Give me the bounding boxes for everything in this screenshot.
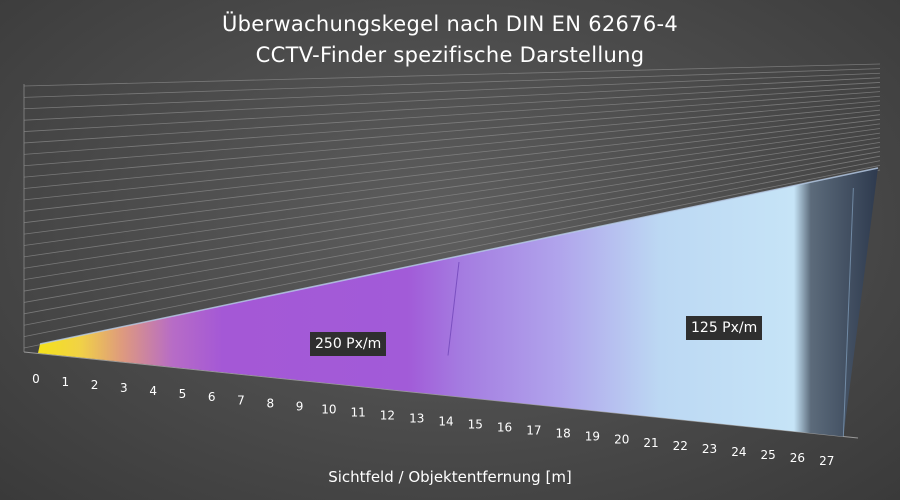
gridline <box>23 86 881 144</box>
x-tick-label: 14 <box>438 415 453 429</box>
gridline <box>23 118 881 224</box>
gridline <box>23 151 881 303</box>
chart-subtitle: CCTV-Finder spezifische Darstellung <box>255 43 645 67</box>
x-tick-label: 3 <box>120 381 128 395</box>
x-tick-label: 13 <box>409 411 424 425</box>
grid-lines <box>23 63 881 439</box>
gridline <box>23 109 881 201</box>
gridline <box>23 100 881 178</box>
cone-top-edge <box>39 167 879 345</box>
cone-layer <box>38 167 879 437</box>
x-axis-label: Sichtfeld / Objektentfernung [m] <box>328 468 572 486</box>
gridline <box>23 82 881 132</box>
gridline <box>23 123 881 235</box>
x-tick-label: 2 <box>91 378 99 392</box>
gridline <box>23 146 881 292</box>
x-tick-label: 24 <box>731 445 746 459</box>
chart-title: Überwachungskegel nach DIN EN 62676-4 <box>221 12 679 36</box>
gridline <box>23 141 881 281</box>
gridline <box>23 164 881 338</box>
x-tick-label: 27 <box>819 454 834 468</box>
gridline <box>23 72 881 110</box>
x-axis-line <box>23 351 859 439</box>
x-tick-label: 12 <box>380 408 395 422</box>
x-tick-label: 10 <box>321 402 336 416</box>
cone-area <box>38 168 878 437</box>
x-tick-label: 23 <box>702 442 717 456</box>
zone-label-125: 125 Px/m <box>686 316 763 340</box>
x-tick-label: 8 <box>266 396 274 410</box>
x-tick-label: 1 <box>61 375 69 389</box>
x-tick-label: 17 <box>526 424 541 438</box>
x-tick-label: 11 <box>351 405 366 419</box>
gridline <box>23 68 881 98</box>
zone-boundary <box>447 261 460 356</box>
x-tick-label: 4 <box>149 384 157 398</box>
x-tick-label: 15 <box>468 418 483 432</box>
x-tick-label: 18 <box>556 427 571 441</box>
gridline <box>23 155 881 315</box>
x-tick-label: 7 <box>237 393 245 407</box>
gridline <box>23 77 881 121</box>
x-tick-labels: 0 1 2 3 4 5 6 7 8 9 10 11 12 13 14 15 16 17 18 19 20 21 22 23 24… <box>32 372 834 468</box>
x-tick-label: 25 <box>761 448 776 462</box>
gridline <box>23 137 881 269</box>
x-tick-label: 26 <box>790 451 805 465</box>
x-tick-label: 0 <box>32 372 40 386</box>
gridline <box>23 128 881 246</box>
x-tick-label: 21 <box>643 436 658 450</box>
gridline <box>23 63 881 87</box>
gridline <box>23 114 881 212</box>
zone-label-250: 250 Px/m <box>310 332 387 356</box>
gridline <box>23 91 881 155</box>
gridline <box>23 95 881 167</box>
x-tick-label: 9 <box>296 399 304 413</box>
x-tick-label: 22 <box>673 439 688 453</box>
x-tick-label: 19 <box>585 430 600 444</box>
x-tick-label: 6 <box>208 390 216 404</box>
zone-boundary <box>842 187 854 437</box>
x-tick-label: 16 <box>497 421 512 435</box>
gridline <box>23 105 881 189</box>
x-tick-label: 20 <box>614 433 629 447</box>
gridline <box>23 132 881 258</box>
gridline <box>23 160 881 326</box>
x-tick-label: 5 <box>179 387 187 401</box>
